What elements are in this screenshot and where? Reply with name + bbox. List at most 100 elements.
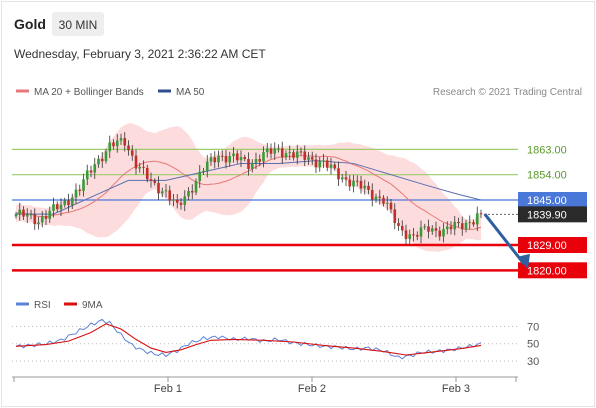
legend-rsi-label: RSI — [34, 300, 51, 311]
candle — [25, 208, 29, 223]
candle — [344, 170, 348, 187]
candle-body — [100, 158, 104, 162]
candle — [14, 211, 18, 219]
candle-body — [442, 229, 445, 237]
candle — [149, 172, 153, 188]
candle-body — [367, 185, 370, 190]
candle-body — [70, 197, 74, 206]
candle-body — [453, 221, 457, 230]
candle — [112, 139, 115, 150]
candle — [292, 149, 295, 161]
candle-body — [123, 138, 127, 146]
forecast-arrow-head — [517, 253, 530, 269]
candle — [280, 141, 284, 164]
candle — [22, 206, 25, 220]
candle — [18, 202, 22, 221]
x-axis: Feb 1 Feb 2 Feb 3 — [13, 377, 517, 395]
candle — [145, 164, 149, 183]
candle — [329, 157, 333, 175]
candle — [213, 151, 217, 169]
candle-body — [112, 142, 115, 147]
candle — [209, 153, 213, 166]
candle — [464, 219, 468, 233]
candle-body — [250, 162, 254, 169]
candle — [175, 194, 179, 209]
candle-body — [179, 202, 183, 205]
candle — [430, 225, 434, 235]
candle-body — [472, 222, 475, 225]
candle-body — [273, 148, 277, 154]
candle-body — [239, 157, 243, 161]
candle — [262, 146, 265, 168]
candle-body — [329, 164, 333, 168]
pivot-label-box — [518, 192, 587, 208]
candle-body — [427, 226, 430, 232]
candle — [220, 150, 224, 162]
resistance-label-0: 1863.00 — [527, 144, 567, 156]
candle-body — [44, 216, 48, 219]
candle — [239, 150, 243, 168]
candle-body — [265, 148, 269, 153]
candle-body — [419, 227, 423, 237]
candle — [97, 155, 100, 168]
candle — [310, 151, 314, 165]
candle — [232, 146, 235, 163]
candle — [217, 150, 220, 168]
candle — [453, 215, 457, 236]
candle-body — [202, 170, 205, 172]
candle — [55, 201, 59, 213]
candle-body — [295, 151, 299, 158]
x-tick-label: Feb 1 — [154, 383, 182, 395]
candle — [415, 231, 419, 241]
candle-body — [33, 214, 37, 225]
candle-body — [262, 152, 265, 162]
timeframe-badge[interactable] — [52, 12, 104, 36]
candle-body — [352, 180, 355, 187]
candle — [318, 157, 322, 172]
candle — [127, 140, 130, 156]
candle — [134, 149, 138, 175]
candle — [254, 152, 258, 170]
candle-body — [479, 213, 483, 215]
candle-body — [217, 155, 220, 163]
symbol-title: Gold — [14, 16, 46, 32]
candle — [172, 194, 175, 207]
candle-body — [475, 213, 479, 225]
candle-body — [22, 209, 25, 217]
candle — [59, 198, 63, 216]
candle — [404, 224, 408, 245]
candle-body — [303, 151, 307, 160]
candle-body — [344, 177, 348, 180]
candle — [359, 175, 363, 194]
candle-body — [247, 159, 250, 169]
candle — [250, 159, 254, 173]
timeframe-label: 30 MIN — [59, 18, 98, 32]
candle-body — [307, 157, 310, 160]
candle-body — [438, 230, 442, 237]
candle — [40, 211, 44, 228]
candle — [48, 206, 52, 223]
candle-body — [280, 148, 284, 158]
candle-body — [104, 151, 108, 162]
candle — [367, 181, 370, 195]
candle-body — [220, 155, 224, 157]
candle-body — [164, 190, 168, 192]
candle — [164, 184, 168, 198]
x-tick-label: Feb 3 — [442, 383, 470, 395]
candle — [74, 183, 78, 204]
candle-body — [190, 190, 194, 193]
candle — [303, 145, 307, 167]
rsi-tick-label: 50 — [527, 339, 539, 351]
candle-body — [209, 157, 213, 162]
datetime-label: Wednesday, February 3, 2021 2:36:22 AM C… — [14, 47, 266, 61]
candle-body — [183, 196, 187, 205]
candle-body — [434, 228, 438, 231]
candle — [385, 196, 389, 211]
candle — [258, 154, 262, 167]
candle — [123, 132, 127, 152]
candle — [419, 220, 423, 244]
rsi-tick-label: 30 — [527, 356, 539, 368]
candle — [382, 195, 385, 207]
candle-body — [374, 196, 378, 200]
price-plot: 1863.00 1854.00 1845.00 1839.90 1829.00 1820.… — [12, 123, 587, 279]
